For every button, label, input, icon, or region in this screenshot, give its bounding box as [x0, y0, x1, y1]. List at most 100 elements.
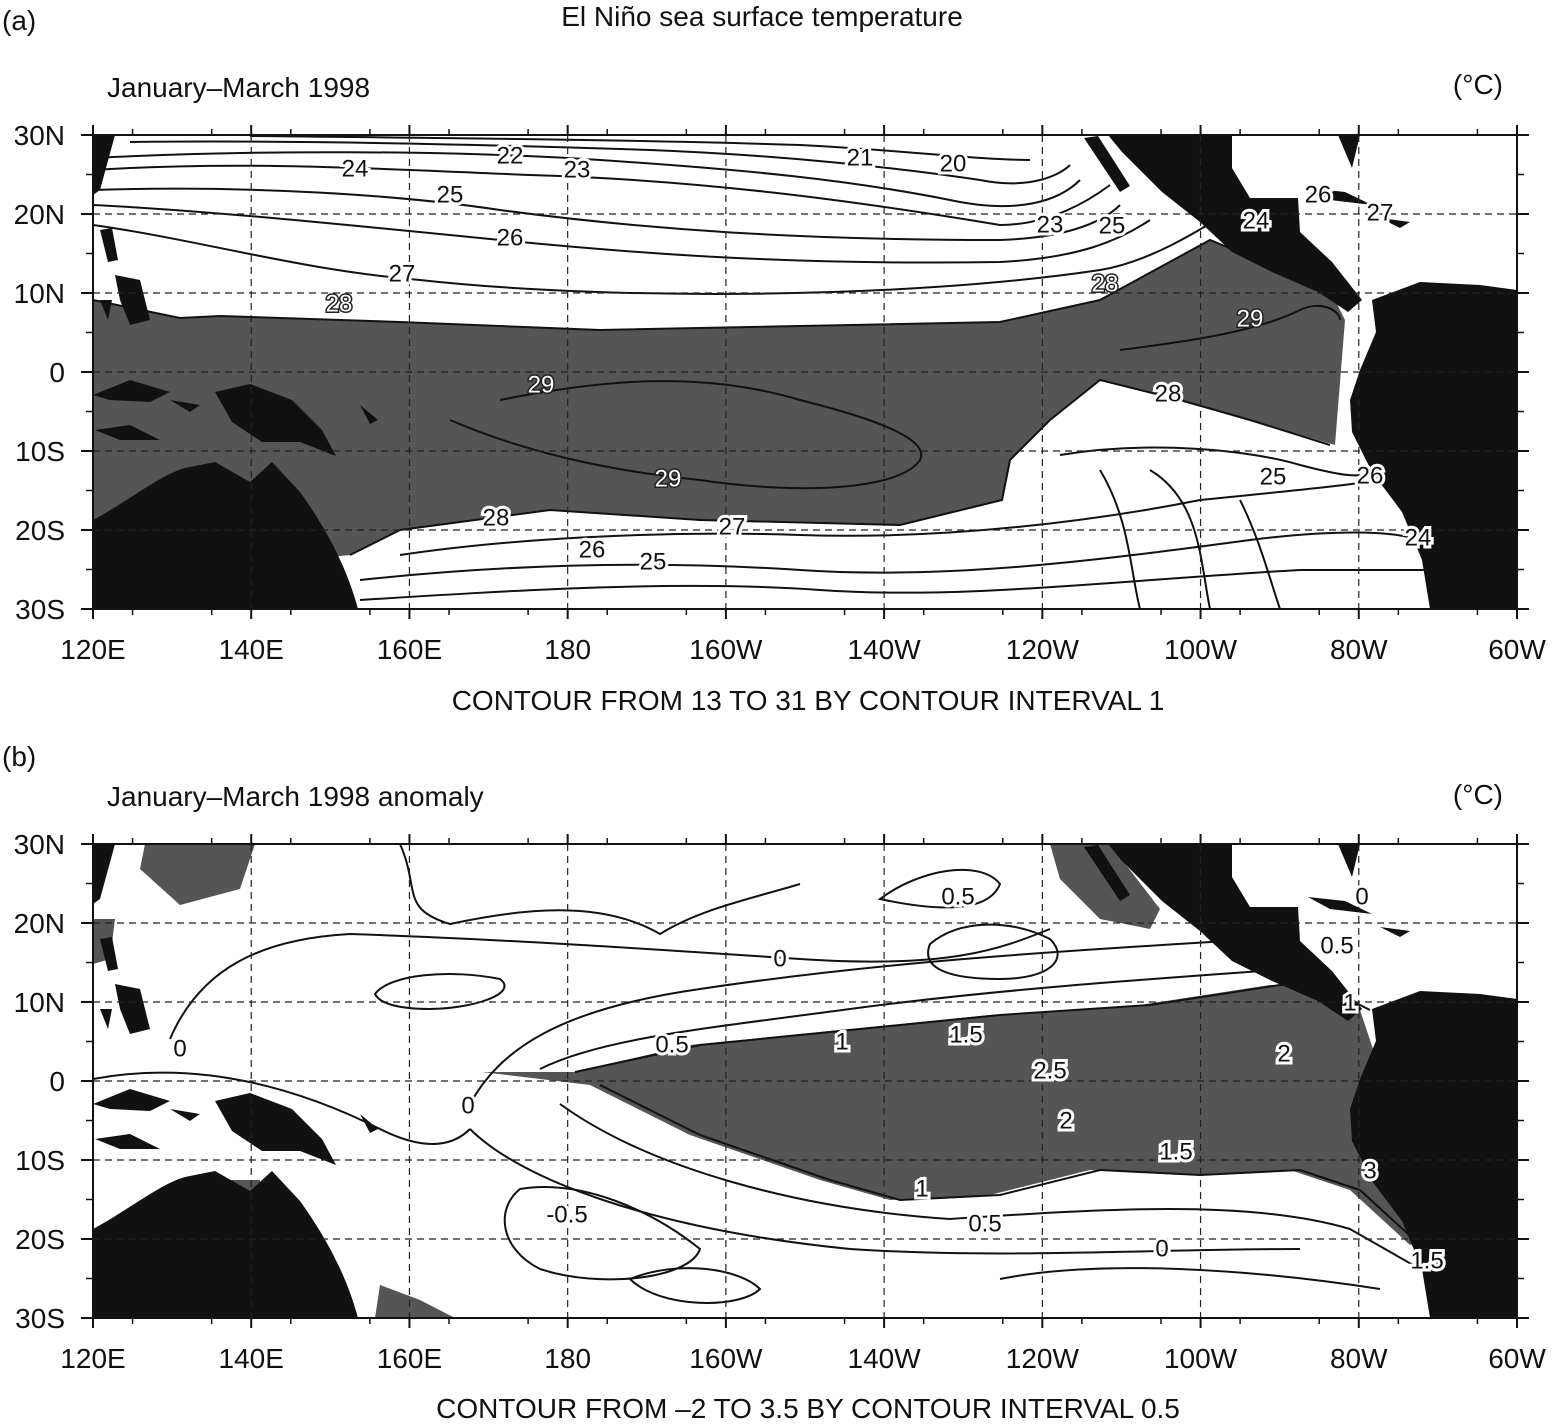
contour-label: 26 — [1305, 181, 1332, 208]
contour-label: 0.5 — [655, 1031, 688, 1058]
y-tick-label: 30N — [14, 120, 65, 151]
contour-lines — [93, 844, 1421, 1304]
axes: 120E 140E 160E 180 160W 140W 120W 100W 80W 60W 30N… — [14, 829, 1547, 1374]
contour-label: 0.5 — [941, 883, 974, 910]
map-panel — [93, 844, 1517, 1318]
contour-label: 22 — [497, 142, 524, 169]
map-frame — [92, 843, 1518, 1319]
y-tick-label: 30S — [15, 1303, 65, 1334]
contour-label: 29 — [655, 465, 682, 492]
y-tick-label: 10S — [15, 436, 65, 467]
shaded-region — [93, 240, 1345, 560]
panel-subtitle: January–March 1998 anomaly — [107, 781, 484, 812]
y-tick-label: 20N — [14, 908, 65, 939]
y-tick-label: 20S — [15, 515, 65, 546]
unit-label: (°C) — [1453, 779, 1503, 810]
contour-label: 26 — [1357, 462, 1384, 489]
panel-tag: (b) — [2, 741, 36, 772]
shaded-regions — [93, 844, 1430, 1318]
x-tick-label: 140E — [219, 634, 284, 665]
contour-label: 28 — [1092, 270, 1119, 297]
x-tick-label: 120E — [60, 634, 125, 665]
contour-label: 26 — [497, 224, 524, 251]
contour-label: 1.5 — [1159, 1138, 1192, 1165]
x-tick-label: 100W — [1164, 634, 1238, 665]
contour-label: 0 — [461, 1092, 474, 1119]
contour-label: 27 — [389, 260, 416, 287]
contour-label: 1 — [915, 1175, 928, 1202]
contour-label: 28 — [1155, 380, 1182, 407]
contour-label: 1.5 — [949, 1021, 982, 1048]
contour-label: 25 — [1260, 463, 1287, 490]
contour-note: CONTOUR FROM 13 TO 31 BY CONTOUR INTERVA… — [452, 685, 1165, 716]
y-tick-label: 10N — [14, 278, 65, 309]
y-tick-label: 0 — [49, 357, 65, 388]
y-tick-label: 20S — [15, 1224, 65, 1255]
contour-label: 24 — [342, 155, 369, 182]
contour-label: 29 — [1237, 305, 1264, 332]
contour-label: 0 — [1155, 1235, 1168, 1262]
x-tick-label: 120W — [1006, 634, 1080, 665]
axes: 120E 140E 160E 180 160W 140W 120W 100W 80W 60W 30N… — [14, 120, 1547, 665]
contour-label: -0.5 — [546, 1201, 587, 1228]
x-tick-label: 160W — [689, 1343, 763, 1374]
contour-label: 23 — [1037, 211, 1064, 238]
contour-label: 0 — [173, 1035, 186, 1062]
contour-label: 0 — [1355, 883, 1368, 910]
contour-label: 0.5 — [1320, 932, 1353, 959]
contour-label: 24 — [1243, 207, 1270, 234]
contour-label: 26 — [579, 536, 606, 563]
x-tick-label: 160E — [377, 634, 442, 665]
contour-label: 0.5 — [968, 1210, 1001, 1237]
x-tick-label: 80W — [1330, 634, 1388, 665]
contour-label: 20 — [940, 150, 967, 177]
contour-label: 1 — [835, 1028, 848, 1055]
x-tick-label: 80W — [1330, 1343, 1388, 1374]
contour-label: 27 — [1367, 199, 1394, 226]
x-tick-label: 60W — [1488, 634, 1546, 665]
contour-label: 24 — [1405, 524, 1432, 551]
contour-label: 2.5 — [1033, 1057, 1066, 1084]
panel-tag: (a) — [2, 5, 36, 36]
contour-note: CONTOUR FROM –2 TO 3.5 BY CONTOUR INTERV… — [436, 1393, 1180, 1424]
contour-label: 2 — [1277, 1040, 1290, 1067]
contour-label: 1 — [1343, 989, 1356, 1016]
x-tick-label: 100W — [1164, 1343, 1238, 1374]
contour-label: 23 — [564, 156, 591, 183]
contour-label: 21 — [847, 144, 874, 171]
x-tick-label: 140W — [848, 634, 922, 665]
map-panel — [93, 135, 1517, 609]
figure-title: El Niño sea surface temperature — [561, 1, 963, 32]
y-tick-label: 20N — [14, 199, 65, 230]
x-tick-label: 180 — [544, 634, 591, 665]
contour-label: 25 — [640, 548, 667, 575]
contour-label: 0 — [773, 945, 786, 972]
contour-lines — [93, 135, 1425, 609]
x-tick-label: 120E — [60, 1343, 125, 1374]
y-tick-label: 30S — [15, 594, 65, 625]
x-tick-label: 160E — [377, 1343, 442, 1374]
x-tick-label: 120W — [1006, 1343, 1080, 1374]
contour-label: 3 — [1363, 1157, 1376, 1184]
contour-label: 28 — [326, 290, 353, 317]
x-tick-label: 140E — [219, 1343, 284, 1374]
unit-label: (°C) — [1453, 69, 1503, 100]
contour-label: 29 — [528, 371, 555, 398]
x-tick-label: 140W — [848, 1343, 922, 1374]
y-tick-label: 30N — [14, 829, 65, 860]
contour-label: 25 — [1099, 212, 1126, 239]
contour-label: 2 — [1059, 1107, 1072, 1134]
contour-label: 27 — [719, 513, 746, 540]
y-tick-label: 10N — [14, 987, 65, 1018]
map-frame — [92, 134, 1518, 610]
contour-label: 1.5 — [1410, 1247, 1443, 1274]
panel-subtitle: January–March 1998 — [107, 72, 370, 103]
x-tick-label: 60W — [1488, 1343, 1546, 1374]
contour-label: 25 — [437, 181, 464, 208]
x-tick-label: 180 — [544, 1343, 591, 1374]
y-tick-label: 10S — [15, 1145, 65, 1176]
x-tick-label: 160W — [689, 634, 763, 665]
contour-label: 28 — [483, 504, 510, 531]
y-tick-label: 0 — [49, 1066, 65, 1097]
